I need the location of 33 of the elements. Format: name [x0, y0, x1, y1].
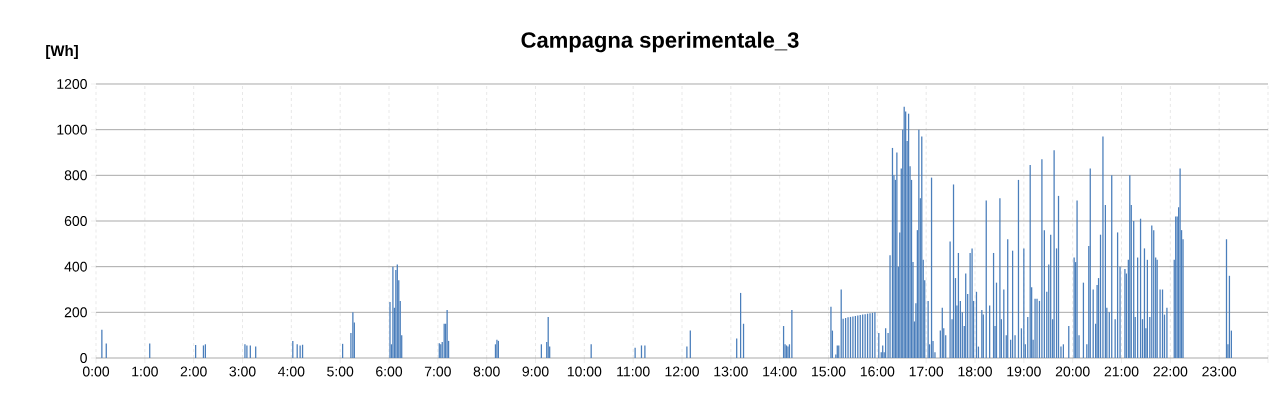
x-tick-label: 18:00: [958, 366, 992, 377]
y-tick-label: 1000: [57, 124, 87, 135]
x-tick-label: 23:00: [1202, 366, 1237, 377]
x-tick-label: 2:00: [180, 366, 207, 377]
x-tick-label: 16:00: [860, 366, 895, 377]
x-tick-label: 13:00: [714, 366, 748, 377]
x-tick-label: 6:00: [376, 366, 403, 377]
y-tick-label: 400: [64, 261, 87, 272]
x-tick-label: 3:00: [229, 366, 256, 377]
y-tick-label: 1200: [57, 79, 87, 89]
x-tick-label: 12:00: [665, 366, 699, 377]
x-tick-label: 21:00: [1104, 366, 1139, 377]
x-tick-label: 10:00: [567, 366, 602, 377]
chart-title: Campagna sperimentale_3: [521, 31, 799, 53]
x-tick-label: 0:00: [82, 366, 110, 377]
y-axis-title: [Wh]: [46, 45, 78, 59]
x-tick-label: 4:00: [278, 366, 305, 377]
x-tick-label: 22:00: [1153, 366, 1188, 377]
y-tick-label: 600: [64, 216, 87, 226]
y-tick-label: 800: [64, 170, 87, 181]
x-tick-label: 9:00: [522, 366, 549, 377]
x-tick-label: 11:00: [617, 366, 650, 377]
x-tick-label: 19:00: [1007, 366, 1041, 377]
x-tick-label: 7:00: [424, 366, 451, 377]
y-tick-label: 0: [80, 353, 87, 363]
x-tick-label: 8:00: [473, 366, 500, 377]
x-tick-label: 17:00: [909, 366, 944, 377]
x-tick-label: 14:00: [763, 366, 797, 377]
x-tick-label: 5:00: [327, 366, 354, 377]
y-tick-label: 200: [64, 307, 87, 318]
x-tick-label: 20:00: [1055, 366, 1090, 377]
x-tick-label: 15:00: [812, 366, 846, 377]
x-tick-label: 1:00: [132, 366, 158, 377]
